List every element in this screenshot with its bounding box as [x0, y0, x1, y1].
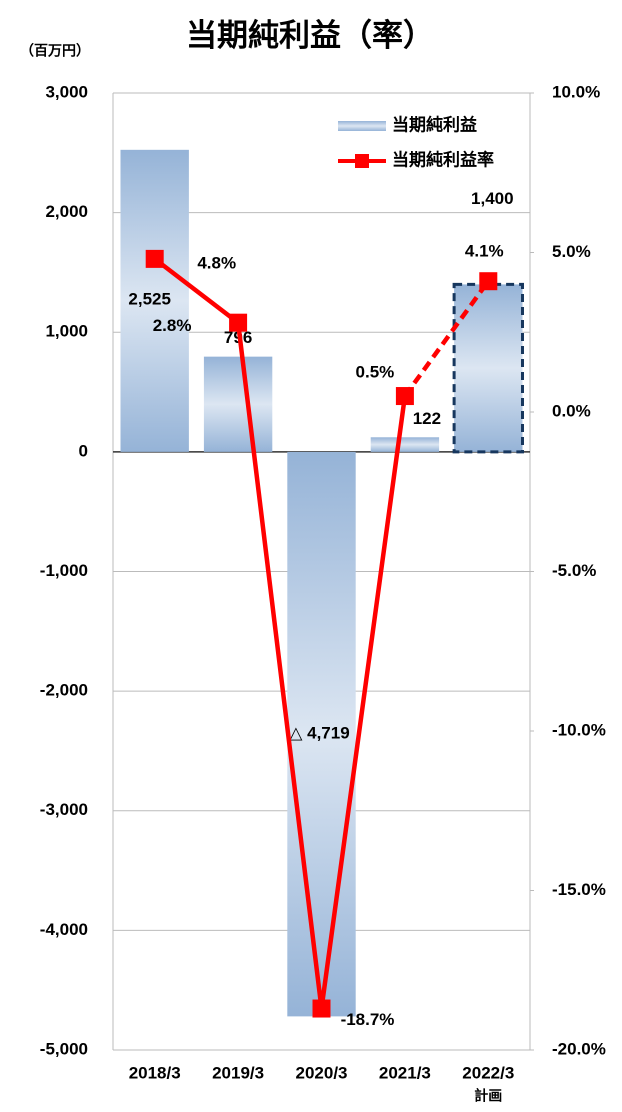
- legend-swatch: [338, 121, 386, 131]
- line-value-label: 4.1%: [465, 242, 504, 261]
- bar: [203, 356, 273, 452]
- y2-tick-label: -20.0%: [552, 1039, 606, 1058]
- bar-value-label: 2,525: [128, 289, 171, 308]
- y2-tick-label: -5.0%: [552, 561, 596, 580]
- line-marker: [312, 999, 331, 1018]
- chart-title: 当期純利益（率）: [186, 18, 434, 53]
- x-tick-label: 2021/3: [379, 1063, 431, 1082]
- bar-value-label: 1,400: [471, 189, 514, 208]
- y-tick-label: -2,000: [40, 681, 88, 700]
- y2-tick-label: 0.0%: [552, 401, 591, 420]
- line: [403, 279, 491, 398]
- y-tick-label: 0: [79, 441, 88, 460]
- x-tick-label: 2019/3: [212, 1063, 264, 1082]
- y-tick-label: 3,000: [45, 82, 88, 101]
- y2-tick-label: 10.0%: [552, 82, 600, 101]
- y-axis-label: （百万円）: [20, 43, 90, 59]
- x-tick-label: 2018/3: [129, 1063, 181, 1082]
- y2-tick-label: -10.0%: [552, 720, 606, 739]
- line-value-label: -18.7%: [341, 1010, 395, 1029]
- y-tick-label: 2,000: [45, 202, 88, 221]
- line-value-label: 4.8%: [197, 253, 236, 272]
- line-value-label: 2.8%: [153, 316, 192, 335]
- legend-label: 当期純利益率: [392, 149, 494, 169]
- y-tick-label: -4,000: [40, 920, 88, 939]
- legend-swatch: [355, 154, 369, 168]
- y-tick-label: -3,000: [40, 800, 88, 819]
- bar-value-label: 122: [413, 409, 441, 428]
- line-marker: [145, 249, 164, 268]
- line: [153, 257, 408, 1009]
- line-marker: [479, 272, 498, 291]
- bar-value-label: △ 4,719: [289, 724, 349, 743]
- line-value-label: 0.5%: [356, 363, 395, 382]
- bar: [287, 451, 356, 1017]
- bar: [120, 149, 189, 452]
- legend-label: 当期純利益: [392, 114, 477, 134]
- x-tick-label: 2022/3: [462, 1063, 514, 1082]
- bar: [370, 437, 440, 452]
- y-tick-label: 1,000: [45, 322, 88, 341]
- x-tick-label: 2020/3: [296, 1063, 348, 1082]
- y2-tick-label: 5.0%: [552, 242, 591, 261]
- y-tick-label: -5,000: [40, 1039, 88, 1058]
- y2-tick-label: -15.0%: [552, 880, 606, 899]
- bar: [452, 282, 524, 454]
- line-marker: [229, 313, 248, 332]
- line-marker: [395, 387, 414, 406]
- y-tick-label: -1,000: [40, 561, 88, 580]
- annotation: 計画: [474, 1088, 502, 1104]
